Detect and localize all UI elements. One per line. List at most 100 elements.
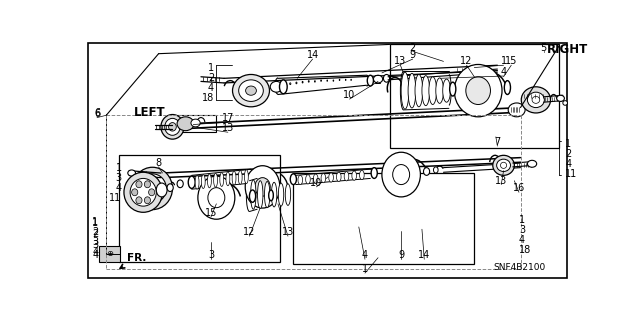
Ellipse shape <box>245 166 280 208</box>
Ellipse shape <box>527 160 537 167</box>
Ellipse shape <box>344 172 349 181</box>
Ellipse shape <box>382 152 420 197</box>
Text: 2: 2 <box>208 72 214 83</box>
Ellipse shape <box>214 173 218 187</box>
Ellipse shape <box>352 171 356 180</box>
Ellipse shape <box>132 189 138 196</box>
Text: 4: 4 <box>500 67 507 77</box>
Text: 6: 6 <box>94 108 100 118</box>
Ellipse shape <box>284 84 285 85</box>
Text: 10: 10 <box>344 90 356 100</box>
Ellipse shape <box>202 174 205 189</box>
Ellipse shape <box>168 122 176 131</box>
Ellipse shape <box>367 75 373 86</box>
Ellipse shape <box>285 184 291 205</box>
Ellipse shape <box>232 171 236 185</box>
Ellipse shape <box>270 81 283 92</box>
Bar <box>99 246 120 262</box>
Ellipse shape <box>130 178 156 206</box>
Text: ⊕: ⊕ <box>106 249 113 258</box>
Ellipse shape <box>198 176 235 219</box>
Bar <box>174 115 216 132</box>
Ellipse shape <box>443 79 451 102</box>
Text: 4: 4 <box>92 250 99 260</box>
Ellipse shape <box>220 173 223 186</box>
Ellipse shape <box>415 74 422 107</box>
Ellipse shape <box>154 181 157 184</box>
Ellipse shape <box>393 165 410 185</box>
Ellipse shape <box>157 187 161 190</box>
Text: 17: 17 <box>221 113 234 123</box>
Ellipse shape <box>124 172 163 212</box>
Text: 18: 18 <box>202 93 214 103</box>
Ellipse shape <box>238 170 242 184</box>
Text: 4: 4 <box>362 250 368 260</box>
Text: 14: 14 <box>307 50 319 60</box>
Ellipse shape <box>251 180 256 209</box>
Ellipse shape <box>139 174 166 203</box>
Ellipse shape <box>360 170 364 180</box>
Ellipse shape <box>188 176 195 189</box>
Text: 11: 11 <box>109 193 122 203</box>
Ellipse shape <box>195 175 199 189</box>
Ellipse shape <box>302 81 303 83</box>
Text: 1: 1 <box>92 217 99 226</box>
Text: RIGHT: RIGHT <box>547 42 588 56</box>
Ellipse shape <box>337 172 341 182</box>
Bar <box>390 44 559 148</box>
Ellipse shape <box>298 175 303 185</box>
Ellipse shape <box>246 86 257 95</box>
Ellipse shape <box>306 175 310 184</box>
Text: 16: 16 <box>513 183 525 193</box>
Ellipse shape <box>161 115 184 139</box>
Text: 7: 7 <box>494 137 500 147</box>
Text: 12: 12 <box>460 56 473 66</box>
Text: 2: 2 <box>92 229 99 239</box>
Ellipse shape <box>167 184 173 191</box>
Text: 12: 12 <box>243 227 255 237</box>
Text: 2: 2 <box>565 149 572 159</box>
Text: 4: 4 <box>565 159 572 169</box>
Ellipse shape <box>408 73 416 108</box>
Text: 4: 4 <box>92 247 99 256</box>
Text: 9: 9 <box>410 50 416 60</box>
Ellipse shape <box>521 87 550 113</box>
Ellipse shape <box>278 183 284 206</box>
Text: 6: 6 <box>94 109 100 119</box>
Text: 3: 3 <box>92 240 99 250</box>
Text: 11: 11 <box>565 169 577 179</box>
Ellipse shape <box>327 80 328 81</box>
Text: 2: 2 <box>410 42 416 53</box>
Ellipse shape <box>290 83 291 85</box>
Ellipse shape <box>250 190 255 202</box>
Ellipse shape <box>314 174 318 183</box>
Ellipse shape <box>244 170 248 184</box>
Ellipse shape <box>232 74 269 107</box>
Ellipse shape <box>532 96 540 103</box>
Ellipse shape <box>145 187 148 190</box>
Text: 13: 13 <box>495 176 508 186</box>
Ellipse shape <box>136 181 142 188</box>
Ellipse shape <box>191 119 200 127</box>
Text: FR.: FR. <box>120 253 147 268</box>
Text: 2: 2 <box>92 226 99 237</box>
Ellipse shape <box>264 182 270 208</box>
Ellipse shape <box>128 170 136 176</box>
Ellipse shape <box>271 182 276 207</box>
Text: 15: 15 <box>505 56 518 66</box>
Ellipse shape <box>497 159 511 172</box>
Ellipse shape <box>148 189 155 196</box>
Text: 3: 3 <box>208 250 214 260</box>
Text: 1: 1 <box>208 63 214 72</box>
Text: 4: 4 <box>519 235 525 245</box>
Text: LEFT: LEFT <box>134 107 166 120</box>
Text: 9: 9 <box>398 250 404 260</box>
Text: 14: 14 <box>418 250 430 260</box>
Ellipse shape <box>424 168 429 175</box>
Text: 13: 13 <box>282 227 294 237</box>
Ellipse shape <box>450 82 456 96</box>
Ellipse shape <box>508 103 525 117</box>
Ellipse shape <box>145 181 150 188</box>
Ellipse shape <box>154 192 157 197</box>
Ellipse shape <box>563 101 568 105</box>
